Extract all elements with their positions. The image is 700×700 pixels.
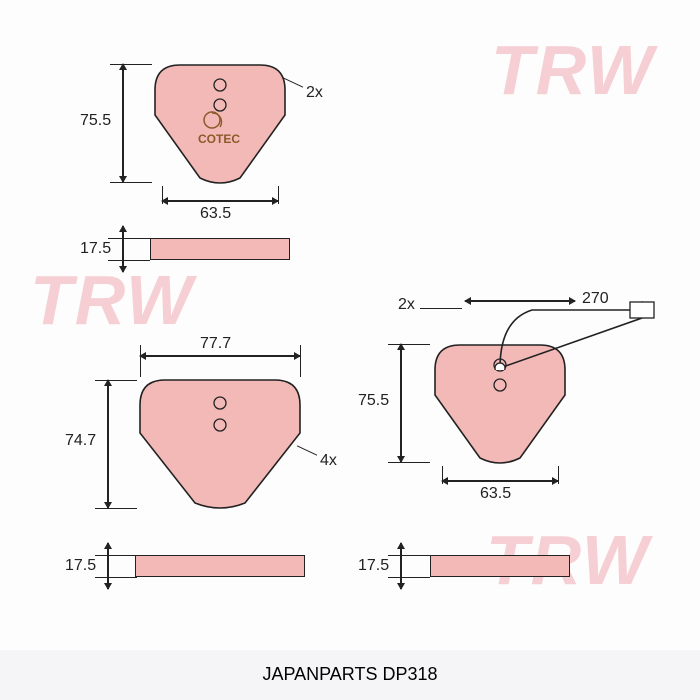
caption: JAPANPARTS DP318 xyxy=(0,650,700,685)
dim-thickness-tl xyxy=(122,226,124,272)
caption-partno: DP318 xyxy=(383,664,438,684)
pad-top-left xyxy=(150,60,290,185)
dim-label: 74.7 xyxy=(65,432,96,450)
dim-label: 270 xyxy=(582,290,609,308)
dim-label: 17.5 xyxy=(65,557,96,575)
dim-label: 17.5 xyxy=(358,557,389,575)
dim-height-tl xyxy=(122,64,124,182)
dim-height-bl xyxy=(107,380,109,508)
qty-label: 4x xyxy=(320,452,337,470)
diagram-canvas: TRW TRW TRW COTEC 75.5 2x 63.5 17.5 77.7… xyxy=(0,0,700,650)
dim-label: 75.5 xyxy=(358,392,389,410)
brand-watermark: TRW xyxy=(491,30,655,110)
dim-thickness-bl xyxy=(107,543,109,589)
dim-width-bl xyxy=(140,355,300,357)
dim-label: 17.5 xyxy=(80,240,111,258)
caption-brand: JAPANPARTS xyxy=(262,664,377,684)
cotec-logo: COTEC xyxy=(198,132,240,146)
dim-label: 63.5 xyxy=(200,205,231,223)
qty-label: 2x xyxy=(306,84,323,102)
brand-watermark: TRW xyxy=(30,260,194,340)
pad-top-left-side xyxy=(150,238,290,260)
dim-width-tl xyxy=(162,200,278,202)
pad-right-side xyxy=(430,555,570,577)
dim-thickness-r xyxy=(400,543,402,589)
dim-label: 63.5 xyxy=(480,485,511,503)
dim-wire xyxy=(465,300,575,302)
dim-width-r xyxy=(442,480,558,482)
dim-height-r xyxy=(400,344,402,462)
pad-bottom-left-side xyxy=(135,555,305,577)
pad-bottom-left xyxy=(135,375,305,510)
dim-label: 77.7 xyxy=(200,335,231,353)
sensor-wire xyxy=(492,280,662,370)
qty-label: 2x xyxy=(398,296,415,314)
dim-label: 75.5 xyxy=(80,112,111,130)
